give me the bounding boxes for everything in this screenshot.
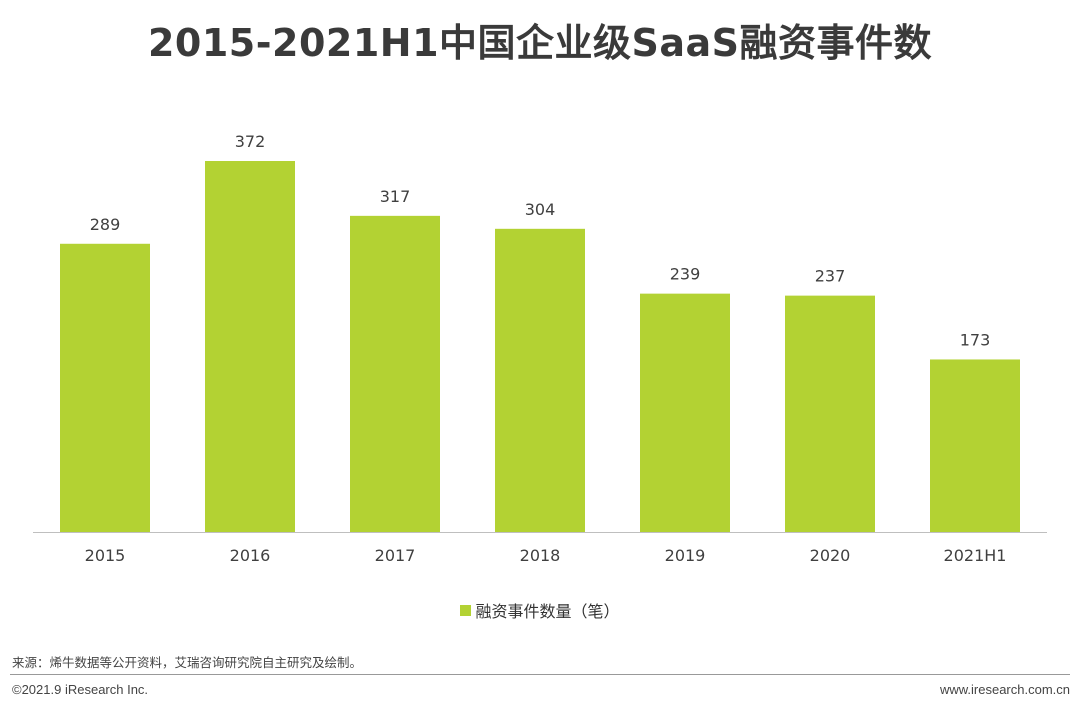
bar-2016 [205,161,295,532]
x-tick-2018: 2018 [520,546,561,565]
legend-swatch [460,605,472,616]
x-tick-2016: 2016 [230,546,271,565]
data-label-2020: 237 [815,267,846,286]
data-label-2018: 304 [525,200,556,219]
source-note: 来源：烯牛数据等公开资料，艾瑞咨询研究院自主研究及绘制。 [12,655,363,670]
bar-2017 [350,215,440,532]
bar-2021H1 [930,359,1020,532]
footer-divider [10,674,1070,675]
x-tick-2020: 2020 [810,546,851,565]
bar-2015 [60,243,150,532]
data-label-2021H1: 173 [960,330,991,349]
bar-chart: 289 2015 372 2016 317 2017 304 2018 239 2019 237 20… [33,132,1047,565]
copyright: ©2021.9 iResearch Inc. [12,682,149,697]
legend: 融资事件数量（笔） [0,598,1080,622]
bar-2018 [495,228,585,532]
data-label-2019: 239 [670,265,701,284]
x-tick-2017: 2017 [375,546,416,565]
data-label-2015: 289 [90,215,121,234]
website-link[interactable]: www.iresearch.com.cn [939,682,1070,697]
data-label-2016: 372 [235,132,266,151]
x-tick-2019: 2019 [665,546,706,565]
x-tick-2021H1: 2021H1 [944,546,1007,565]
bar-2019 [640,293,730,532]
x-tick-2015: 2015 [85,546,126,565]
legend-label: 融资事件数量（笔） [475,602,620,621]
data-label-2017: 317 [380,187,411,206]
chart-title: 2015-2021H1中国企业级SaaS融资事件数 [147,21,933,65]
bar-2020 [785,295,875,532]
